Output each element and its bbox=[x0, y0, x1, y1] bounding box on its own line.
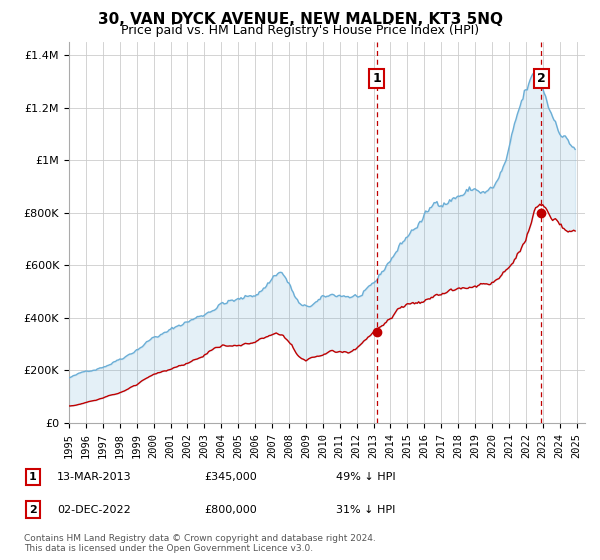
Text: 02-DEC-2022: 02-DEC-2022 bbox=[57, 505, 131, 515]
Text: 2: 2 bbox=[537, 72, 546, 85]
Text: £345,000: £345,000 bbox=[204, 472, 257, 482]
Text: 30, VAN DYCK AVENUE, NEW MALDEN, KT3 5NQ: 30, VAN DYCK AVENUE, NEW MALDEN, KT3 5NQ bbox=[97, 12, 503, 27]
Text: 1: 1 bbox=[29, 472, 37, 482]
Text: 49% ↓ HPI: 49% ↓ HPI bbox=[336, 472, 395, 482]
Text: 31% ↓ HPI: 31% ↓ HPI bbox=[336, 505, 395, 515]
Text: Price paid vs. HM Land Registry's House Price Index (HPI): Price paid vs. HM Land Registry's House … bbox=[121, 24, 479, 37]
Text: 1: 1 bbox=[373, 72, 381, 85]
Text: 2: 2 bbox=[29, 505, 37, 515]
Text: £800,000: £800,000 bbox=[204, 505, 257, 515]
Text: 13-MAR-2013: 13-MAR-2013 bbox=[57, 472, 131, 482]
Text: Contains HM Land Registry data © Crown copyright and database right 2024.
This d: Contains HM Land Registry data © Crown c… bbox=[24, 534, 376, 553]
